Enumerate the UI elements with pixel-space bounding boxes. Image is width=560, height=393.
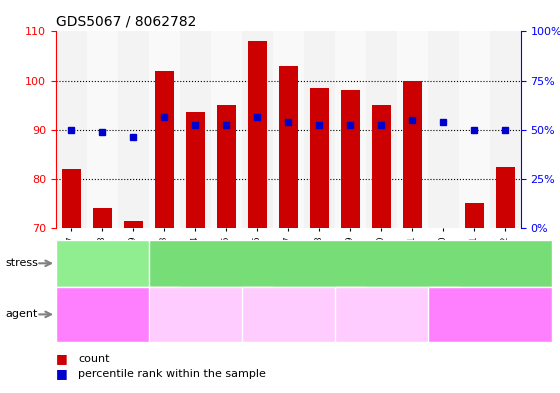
Text: oligooxopiperazine: oligooxopiperazine [261, 302, 347, 311]
Text: ■: ■ [56, 352, 68, 365]
Bar [149, 31, 180, 228]
Bar [56, 31, 87, 228]
Bar [372, 105, 391, 228]
Bar [304, 31, 335, 228]
Text: control: control [470, 309, 509, 320]
Bar [180, 31, 211, 228]
Bar [459, 31, 490, 228]
Text: BB2-162: BB2-162 [281, 321, 327, 331]
Bar [242, 31, 273, 228]
Bar [217, 105, 236, 228]
Bar [124, 220, 143, 228]
Text: GDS5067 / 8062782: GDS5067 / 8062782 [56, 15, 197, 29]
Text: oligooxopiperazine: oligooxopiperazine [168, 302, 254, 311]
Bar [397, 31, 428, 228]
Bar [279, 66, 298, 228]
Bar [93, 208, 112, 228]
Text: normoxia: normoxia [92, 258, 144, 268]
Bar [428, 31, 459, 228]
Text: ■: ■ [56, 367, 68, 380]
Bar [341, 90, 360, 228]
Bar [248, 41, 267, 228]
Text: percentile rank within the sample: percentile rank within the sample [78, 369, 266, 379]
Bar [335, 31, 366, 228]
Bar [186, 112, 205, 228]
Text: BB2-282: BB2-282 [374, 321, 420, 331]
Bar [118, 31, 149, 228]
Bar [273, 31, 304, 228]
Bar [496, 167, 515, 228]
Bar [62, 169, 81, 228]
Bar [465, 204, 484, 228]
Bar [403, 81, 422, 228]
Bar [87, 31, 118, 228]
Bar [366, 31, 397, 228]
Bar [155, 71, 174, 228]
Text: agent: agent [6, 309, 38, 320]
Text: oligooxopiperazine: oligooxopiperazine [354, 302, 440, 311]
Text: BB2-125: BB2-125 [188, 321, 234, 331]
Text: count: count [78, 354, 110, 364]
Text: control: control [99, 309, 137, 320]
Bar [490, 31, 521, 228]
Text: stress: stress [6, 258, 39, 268]
Bar [310, 88, 329, 228]
Bar [211, 31, 242, 228]
Text: hypoxia: hypoxia [329, 258, 372, 268]
